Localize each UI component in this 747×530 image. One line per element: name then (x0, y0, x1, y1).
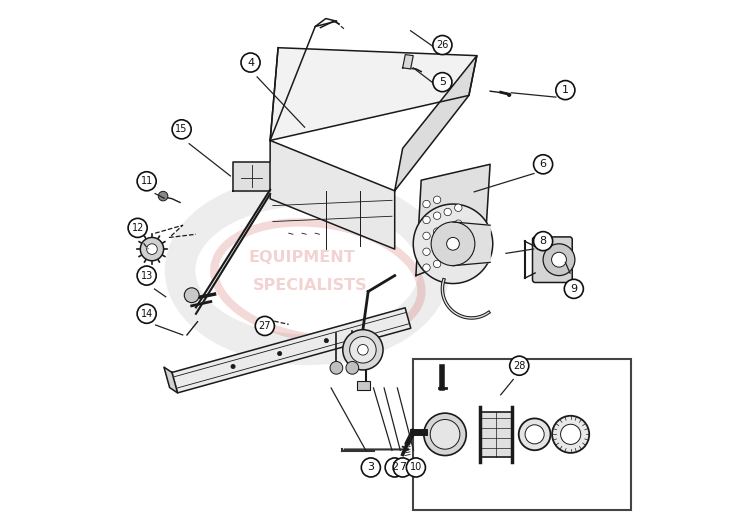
Circle shape (431, 222, 475, 266)
Text: 4: 4 (247, 58, 254, 67)
Circle shape (455, 220, 462, 227)
Text: 5: 5 (439, 77, 446, 87)
Circle shape (146, 244, 158, 254)
Circle shape (447, 237, 459, 250)
Text: 10: 10 (410, 463, 422, 472)
Circle shape (423, 232, 430, 240)
Circle shape (423, 200, 430, 208)
Circle shape (424, 413, 466, 456)
Circle shape (158, 191, 168, 201)
Polygon shape (196, 190, 270, 314)
Bar (480, 412, 512, 457)
Circle shape (430, 420, 460, 449)
Circle shape (231, 365, 235, 369)
Text: 12: 12 (131, 223, 144, 233)
Circle shape (509, 356, 529, 375)
Text: SPECIALISTS: SPECIALISTS (252, 278, 368, 293)
Circle shape (278, 351, 282, 356)
Circle shape (433, 212, 441, 219)
Circle shape (564, 279, 583, 298)
Text: 1: 1 (562, 85, 569, 95)
Circle shape (343, 330, 383, 370)
Circle shape (350, 337, 376, 363)
Circle shape (324, 339, 329, 343)
Circle shape (455, 204, 462, 211)
Text: 11: 11 (140, 176, 153, 186)
Polygon shape (270, 140, 394, 249)
Circle shape (241, 53, 260, 72)
Text: 3: 3 (368, 463, 374, 472)
Circle shape (560, 424, 580, 444)
Circle shape (128, 218, 147, 237)
Polygon shape (416, 164, 490, 276)
Polygon shape (172, 308, 411, 393)
Text: 13: 13 (140, 271, 153, 280)
Text: 14: 14 (140, 309, 153, 319)
Text: 28: 28 (513, 361, 525, 370)
Circle shape (137, 304, 156, 323)
Circle shape (330, 361, 343, 374)
Circle shape (358, 344, 368, 355)
Circle shape (533, 232, 553, 251)
Polygon shape (394, 56, 477, 191)
Circle shape (137, 172, 156, 191)
Text: 8: 8 (539, 236, 547, 246)
Circle shape (551, 252, 566, 267)
Text: 7: 7 (399, 463, 406, 472)
Circle shape (393, 458, 412, 477)
Text: 26: 26 (436, 40, 449, 50)
Circle shape (433, 260, 441, 268)
Circle shape (423, 216, 430, 224)
Circle shape (423, 264, 430, 271)
Circle shape (444, 256, 451, 263)
FancyBboxPatch shape (533, 237, 572, 282)
Circle shape (518, 419, 551, 450)
Circle shape (385, 458, 404, 477)
Text: 27: 27 (258, 321, 271, 331)
Circle shape (552, 416, 589, 453)
Circle shape (406, 458, 426, 477)
Circle shape (346, 361, 359, 374)
Circle shape (433, 228, 441, 235)
Circle shape (444, 208, 451, 216)
Circle shape (455, 252, 462, 259)
Text: 2: 2 (391, 463, 398, 472)
Circle shape (413, 204, 493, 284)
Polygon shape (270, 48, 477, 140)
Circle shape (507, 93, 511, 97)
Circle shape (255, 316, 274, 335)
Bar (356, 381, 370, 390)
Circle shape (444, 224, 451, 232)
Circle shape (185, 288, 199, 303)
Circle shape (455, 236, 462, 243)
Circle shape (140, 237, 164, 261)
Circle shape (172, 120, 191, 139)
Polygon shape (233, 162, 270, 191)
Circle shape (533, 155, 553, 174)
Circle shape (423, 248, 430, 255)
Circle shape (556, 81, 575, 100)
Polygon shape (403, 55, 413, 69)
Circle shape (543, 244, 575, 276)
Circle shape (444, 240, 451, 248)
Polygon shape (164, 367, 178, 393)
Circle shape (362, 458, 380, 477)
Text: 15: 15 (176, 125, 187, 134)
Circle shape (433, 244, 441, 251)
Text: 9: 9 (570, 284, 577, 294)
Circle shape (433, 36, 452, 55)
Circle shape (525, 425, 544, 444)
Text: 6: 6 (539, 160, 547, 169)
Circle shape (433, 196, 441, 204)
Circle shape (433, 73, 452, 92)
Bar (413, 359, 630, 510)
Text: EQUIPMENT: EQUIPMENT (249, 250, 356, 264)
Circle shape (137, 266, 156, 285)
Polygon shape (453, 222, 490, 266)
